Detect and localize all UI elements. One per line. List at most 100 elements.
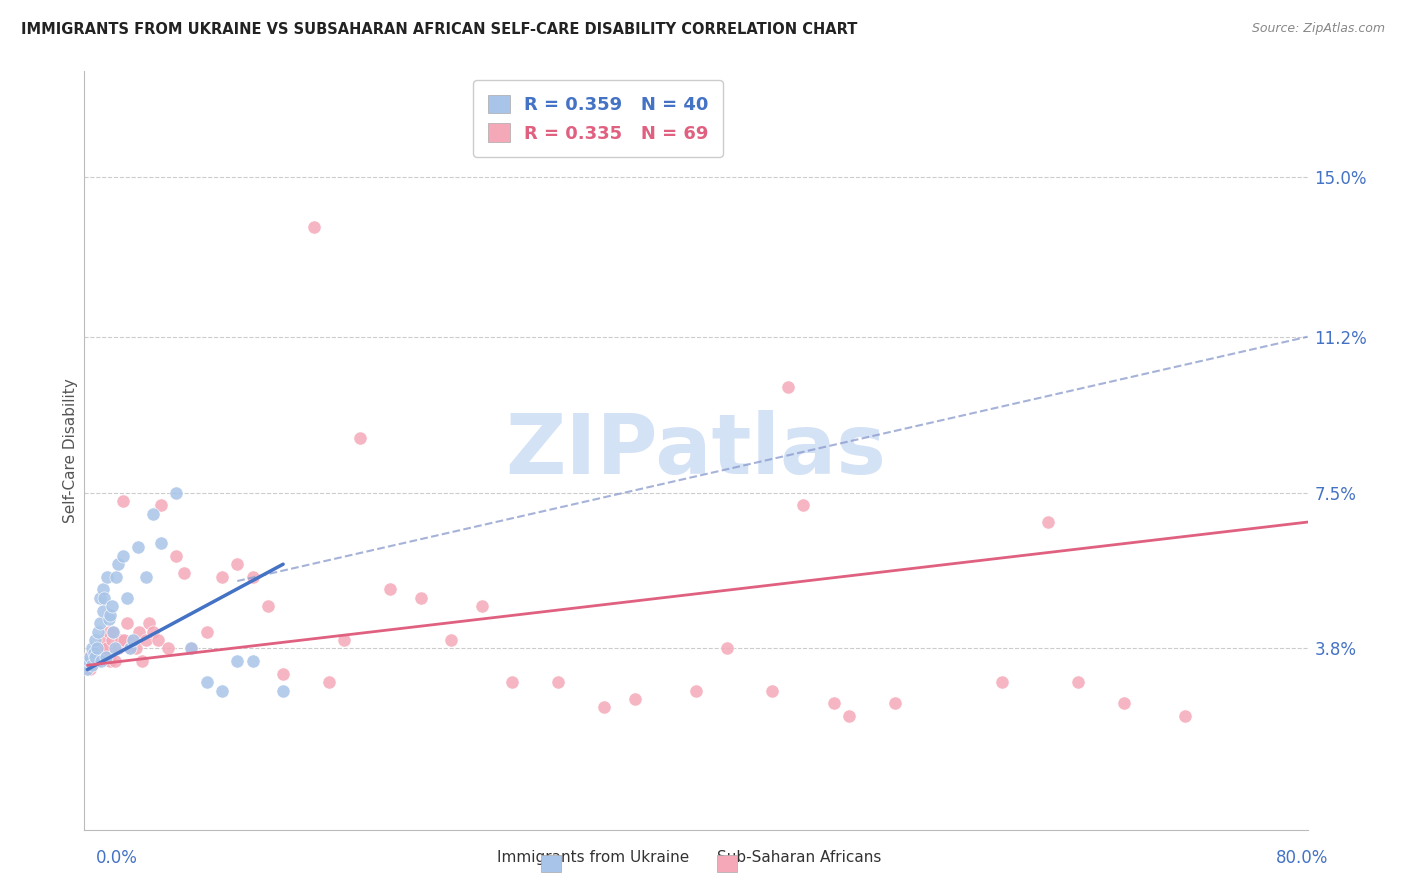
Point	[80, 641, 103, 656]
Point	[93, 591, 115, 605]
Point	[271, 683, 294, 698]
Point	[111, 549, 134, 563]
Point	[823, 696, 845, 710]
Point	[991, 675, 1014, 690]
Point	[84, 649, 107, 664]
Point	[97, 612, 120, 626]
Point	[157, 641, 180, 656]
Point	[103, 624, 125, 639]
Point	[271, 666, 294, 681]
Point	[96, 641, 118, 656]
Point	[93, 633, 115, 648]
Point	[89, 616, 111, 631]
Point	[94, 649, 117, 664]
Point	[111, 494, 134, 508]
Point	[302, 220, 325, 235]
Text: 80.0%: 80.0%	[1277, 849, 1329, 867]
Point	[142, 624, 165, 639]
Point	[1114, 696, 1136, 710]
Text: Source: ZipAtlas.com: Source: ZipAtlas.com	[1251, 22, 1385, 36]
Point	[838, 708, 860, 723]
Point	[94, 649, 117, 664]
Point	[86, 654, 108, 668]
Point	[107, 557, 129, 572]
Point	[77, 654, 100, 668]
Point	[257, 599, 280, 614]
Point	[90, 654, 112, 668]
Point	[107, 641, 129, 656]
Point	[792, 498, 814, 512]
Point	[547, 675, 569, 690]
Point	[1067, 675, 1090, 690]
Point	[89, 591, 111, 605]
Point	[149, 498, 172, 512]
Point	[112, 633, 135, 648]
Point	[226, 654, 249, 668]
Text: 0.0%: 0.0%	[96, 849, 138, 867]
Point	[624, 692, 647, 706]
Point	[120, 641, 142, 656]
Point	[80, 658, 103, 673]
Legend: R = 0.359   N = 40, R = 0.335   N = 69: R = 0.359 N = 40, R = 0.335 N = 69	[474, 80, 723, 157]
Point	[242, 570, 264, 584]
Point	[91, 603, 114, 617]
Point	[87, 641, 110, 656]
Point	[131, 654, 153, 668]
Point	[195, 624, 218, 639]
Point	[165, 549, 187, 563]
Point	[86, 641, 108, 656]
Point	[761, 683, 783, 698]
Text: Immigrants from Ukraine: Immigrants from Ukraine	[496, 850, 689, 865]
Point	[409, 591, 432, 605]
Point	[91, 582, 114, 597]
Point	[165, 485, 187, 500]
Point	[125, 641, 148, 656]
Point	[146, 633, 169, 648]
Point	[101, 599, 124, 614]
Point	[79, 663, 101, 677]
Point	[128, 624, 150, 639]
Point	[135, 570, 157, 584]
Point	[149, 536, 172, 550]
Text: ZIPatlas: ZIPatlas	[506, 410, 886, 491]
Point	[105, 570, 128, 584]
Point	[138, 616, 160, 631]
Point	[211, 570, 233, 584]
Point	[91, 641, 114, 656]
Point	[98, 607, 121, 622]
Point	[122, 633, 145, 648]
Point	[173, 566, 195, 580]
Point	[84, 649, 107, 664]
Point	[776, 380, 799, 394]
Point	[77, 649, 100, 664]
Point	[471, 599, 494, 614]
Point	[120, 641, 142, 656]
Point	[333, 633, 356, 648]
Point	[593, 700, 616, 714]
Point	[180, 641, 202, 656]
Point	[883, 696, 905, 710]
Point	[1174, 708, 1197, 723]
Point	[80, 654, 103, 668]
Point	[685, 683, 707, 698]
Point	[127, 541, 149, 555]
Point	[98, 654, 121, 668]
Point	[90, 649, 112, 664]
Point	[380, 582, 402, 597]
Point	[83, 646, 105, 660]
Point	[104, 654, 127, 668]
Point	[87, 624, 110, 639]
Point	[110, 633, 132, 648]
Point	[96, 570, 118, 584]
Y-axis label: Self-Care Disability: Self-Care Disability	[63, 378, 77, 523]
Point	[76, 663, 98, 677]
Point	[84, 633, 107, 648]
Point	[318, 675, 340, 690]
Point	[115, 591, 138, 605]
Point	[211, 683, 233, 698]
Point	[226, 557, 249, 572]
Point	[101, 633, 124, 648]
Point	[142, 507, 165, 521]
Point	[104, 641, 127, 656]
Point	[89, 646, 111, 660]
